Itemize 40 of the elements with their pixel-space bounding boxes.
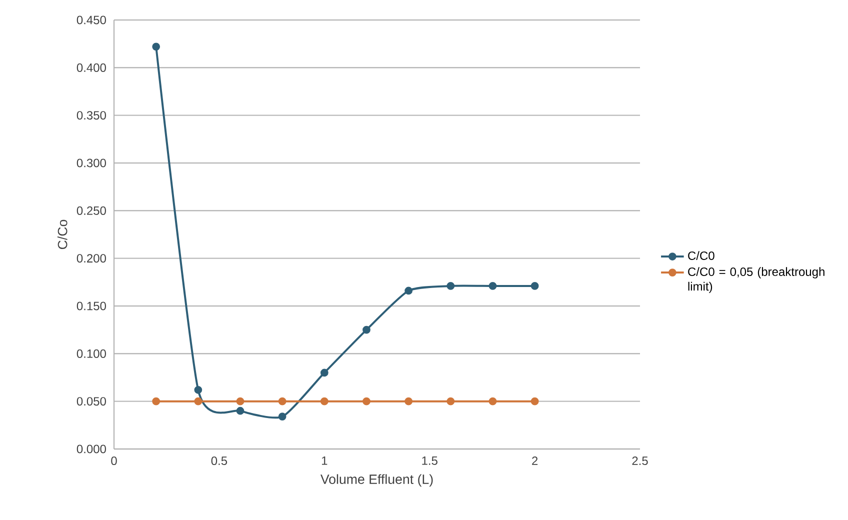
point [152,42,160,51]
x-tick-label: 1 [322,456,328,465]
x-tick-label: 2.5 [632,456,648,466]
y-axis-title: C/Co [57,220,68,250]
point [320,368,328,377]
point [530,397,539,406]
legend-label: C/C0 = 0,05 (breaktrough limit) [688,267,824,294]
point [278,397,286,406]
point [404,397,412,406]
y-tick-label: 0.350 [76,111,106,120]
y-tick-label: 0.050 [76,397,106,406]
y-tick-label: 0.200 [76,254,106,263]
point [530,282,539,290]
y-tick-label: 0.100 [76,349,106,358]
legend-label: C/C0 [688,251,714,260]
x-tick-label: 0.5 [211,456,228,466]
x-tick-label: 0 [111,456,117,466]
point [404,286,412,295]
point [236,397,244,406]
y-tick-label: 0.450 [76,16,106,24]
point [488,282,497,290]
x-axis-title: Volume Effluent (L) [320,474,433,487]
point [194,397,202,406]
point [362,397,370,406]
y-tick-label: 0.000 [76,444,106,454]
point [278,412,286,421]
y-tick-label: 0.250 [76,206,106,215]
y-tick-label: 0.150 [76,302,106,310]
y-tick-label: 0.300 [76,158,106,168]
point [152,397,160,406]
point [488,397,497,406]
point [320,397,328,406]
point [446,397,455,406]
x-tick-label: 2 [532,456,538,465]
point [362,326,370,334]
point [194,386,202,394]
y-tick-label: 0.400 [76,63,106,72]
point [236,406,244,415]
x-tick-label: 1.5 [422,456,438,465]
point [446,282,455,290]
